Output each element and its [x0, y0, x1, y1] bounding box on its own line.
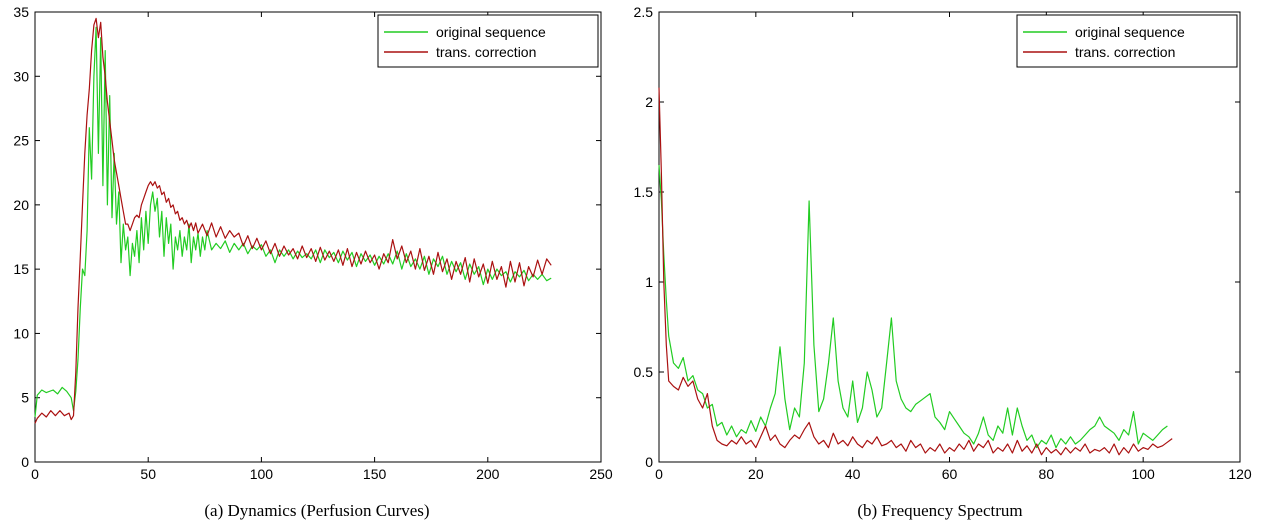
- spectrum-x-tick-label: 100: [1131, 466, 1155, 482]
- perfusion-y-tick-label: 5: [21, 390, 29, 406]
- spectrum-legend: [1016, 14, 1238, 68]
- spectrum-x-tick-label: 80: [1039, 466, 1055, 482]
- spectrum-y-tick-label: 1: [645, 274, 653, 290]
- spectrum-x-tick-label: 60: [942, 466, 958, 482]
- perfusion-y-tick-label: 35: [13, 4, 29, 20]
- perfusion-y-tick-label: 0: [21, 454, 29, 470]
- perfusion-x-tick-label: 100: [250, 466, 274, 482]
- perfusion-x-tick-label: 250: [589, 466, 613, 482]
- frequency-spectrum-chart: 0 20 40 60 80 100 120 0 0.5 1 1.5 2 2.5 original sequ…: [634, 4, 1252, 482]
- spectrum-x-tick-label: 40: [845, 466, 861, 482]
- spectrum-series-line-trans-correction: [658, 87, 1173, 456]
- perfusion-x-tick-label: 200: [476, 466, 500, 482]
- perfusion-x-tick-label: 0: [31, 466, 39, 482]
- spectrum-y-tick-label: 0.5: [634, 364, 654, 380]
- perfusion-curves-caption: (a) Dynamics (Perfusion Curves): [204, 501, 429, 520]
- perfusion-legend-label: original sequence: [436, 24, 546, 40]
- spectrum-x-tick-label: 120: [1228, 466, 1252, 482]
- spectrum-y-tick-label: 0: [645, 454, 653, 470]
- perfusion-legend-label: trans. correction: [436, 44, 536, 60]
- perfusion-series-line-trans-correction: [34, 17, 552, 424]
- frequency-spectrum-caption: (b) Frequency Spectrum: [857, 501, 1022, 520]
- spectrum-x-tick-label: 20: [748, 466, 764, 482]
- perfusion-x-tick-label: 50: [140, 466, 156, 482]
- spectrum-y-tick-label: 2.5: [634, 4, 654, 20]
- perfusion-legend: [377, 14, 599, 68]
- spectrum-y-tick-label: 2: [645, 94, 653, 110]
- perfusion-x-tick-label: 150: [363, 466, 387, 482]
- perfusion-y-tick-label: 20: [13, 197, 29, 213]
- spectrum-legend-label: original sequence: [1075, 24, 1185, 40]
- spectrum-axes-box: [658, 11, 1241, 463]
- perfusion-y-tick-label: 15: [13, 261, 29, 277]
- perfusion-curves-chart: 0 50 100 150 200 250 0 5 10 15 20 25 30 35 original se…: [13, 4, 612, 482]
- spectrum-y-tick-label: 1.5: [634, 184, 654, 200]
- perfusion-axes-box: [34, 11, 602, 463]
- spectrum-x-tick-label: 0: [655, 466, 663, 482]
- spectrum-legend-label: trans. correction: [1075, 44, 1175, 60]
- perfusion-series-line-original-sequence: [34, 26, 552, 418]
- spectrum-series-line-original-sequence: [658, 164, 1168, 449]
- perfusion-y-tick-label: 10: [13, 325, 29, 341]
- perfusion-y-tick-label: 25: [13, 133, 29, 149]
- perfusion-y-tick-label: 30: [13, 68, 29, 84]
